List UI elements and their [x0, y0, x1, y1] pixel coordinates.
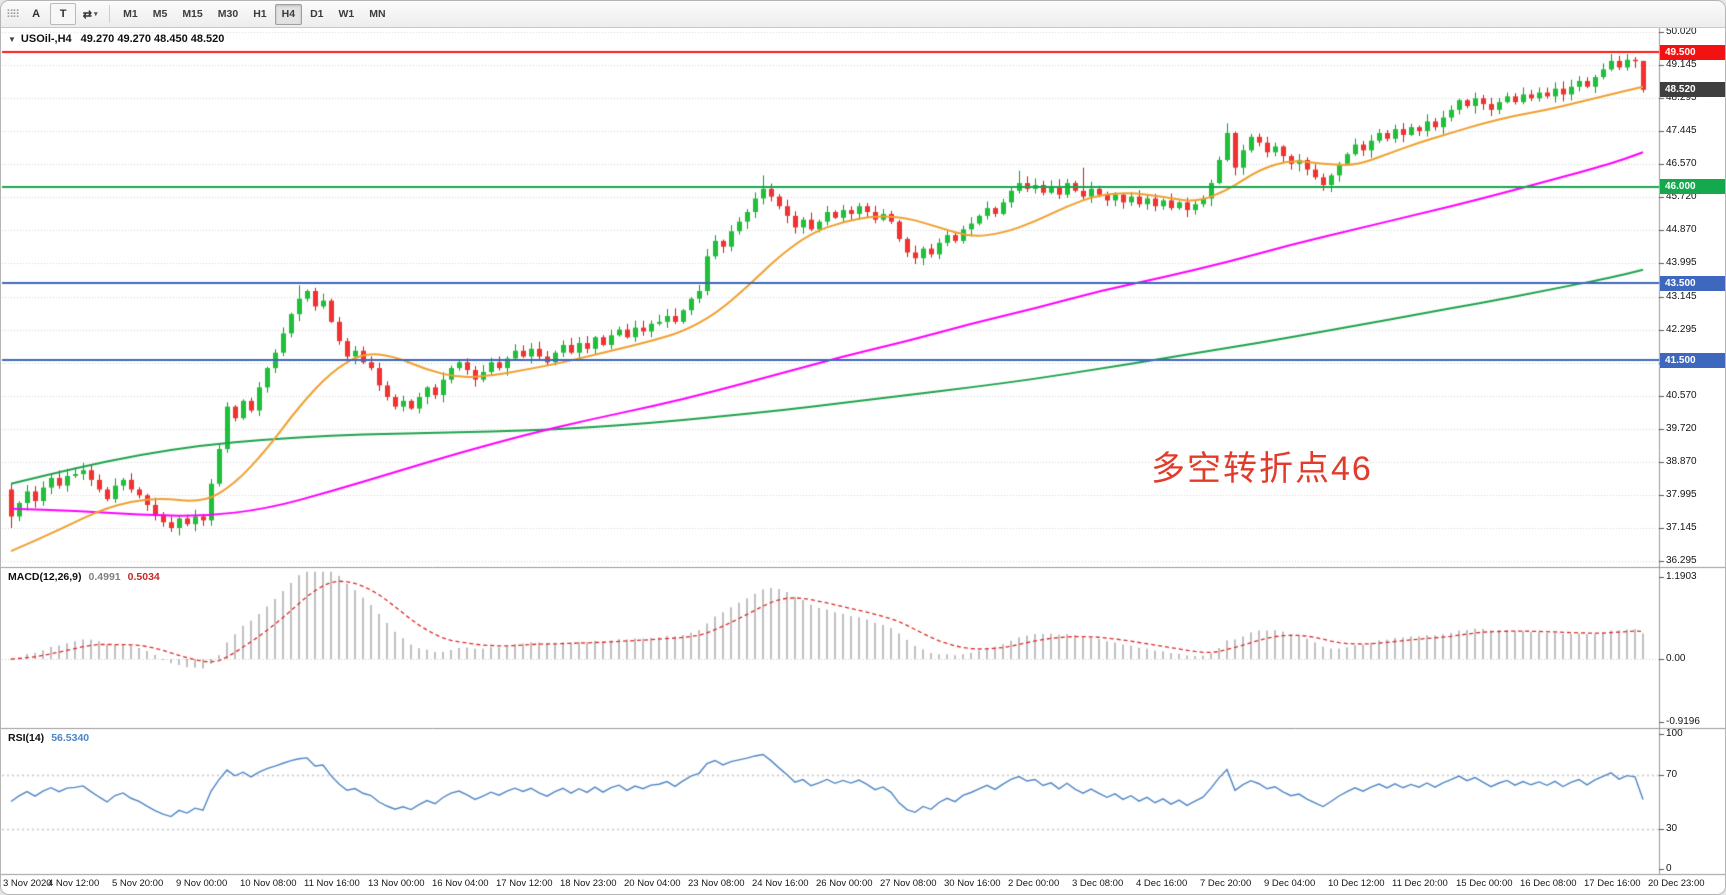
macd-axis-label: 0.00	[1666, 653, 1686, 664]
time-axis-label: 10 Dec 12:00	[1328, 878, 1385, 889]
time-axis-label: 18 Nov 23:00	[560, 878, 617, 889]
time-axis-label: 26 Nov 00:00	[816, 878, 873, 889]
price-axis-label: 47.445	[1666, 125, 1697, 137]
time-axis-label: 3 Nov 2020	[3, 878, 52, 889]
chart-text-annotation: 多空转折点46	[1151, 450, 1373, 488]
rsi-axis-label: 100	[1666, 728, 1683, 739]
price-axis-label: 45.720	[1666, 191, 1697, 203]
time-axis-label: 10 Nov 08:00	[240, 878, 297, 889]
timeframe-button-m1[interactable]: M1	[123, 8, 138, 20]
hline-price-badge: 41.500	[1660, 352, 1725, 368]
time-axis-label: 27 Nov 08:00	[880, 878, 937, 889]
macd-name: MACD(12,26,9)	[8, 571, 82, 583]
rsi-axis-label: 0	[1666, 863, 1672, 874]
timeframe-button-m30[interactable]: M30	[217, 8, 239, 20]
time-axis-label: 2 Dec 00:00	[1008, 878, 1060, 889]
time-axis-label: 17 Dec 16:00	[1584, 878, 1641, 889]
rsi-name: RSI(14)	[8, 732, 45, 744]
chart-ohlc-values: 49.270 49.270 48.450 48.520	[80, 33, 225, 45]
time-axis-label: 7 Dec 20:00	[1200, 878, 1252, 889]
macd-axis-label: -0.9196	[1666, 716, 1700, 727]
time-axis-label: 4 Dec 16:00	[1136, 878, 1188, 889]
macd-axis-label: 1.1903	[1666, 571, 1697, 582]
chart-toolbar: ⠿⠿ A T ⇄ ▾ M1 M5 M15 M30 H1 H4 D1 W1 MN	[1, 1, 1725, 28]
time-axis-label: 16 Dec 08:00	[1520, 878, 1577, 889]
time-axis-label: 23 Nov 08:00	[688, 878, 745, 889]
timeframe-button-m5[interactable]: M5	[152, 8, 168, 20]
timeframe-button-m15[interactable]: M15	[182, 8, 203, 20]
timeframe-button-d1[interactable]: D1	[310, 8, 324, 20]
dropdown-caret-icon: ▾	[93, 11, 98, 18]
hline-price-badge: 43.500	[1660, 275, 1725, 291]
price-axis-label: 39.720	[1666, 422, 1697, 434]
rsi-value: 56.5340	[51, 732, 90, 744]
rsi-indicator-label: RSI(14) 56.5340	[8, 732, 89, 744]
hline-price-badge: 49.500	[1660, 44, 1725, 60]
time-axis-label: 24 Nov 16:00	[752, 878, 809, 889]
time-axis-label: 15 Dec 00:00	[1456, 878, 1513, 889]
time-axis-label: 5 Nov 20:00	[112, 878, 164, 889]
time-axis-label: 9 Dec 04:00	[1264, 878, 1316, 889]
toolbar-separator	[109, 5, 111, 23]
time-axis-label: 16 Nov 04:00	[432, 878, 489, 889]
time-axis-label: 20 Dec 23:00	[1648, 878, 1705, 889]
price-axis-label: 42.295	[1666, 323, 1697, 335]
toolbar-drag-handle-icon[interactable]: ⠿⠿	[6, 8, 20, 21]
time-axis-label: 13 Nov 00:00	[368, 878, 425, 889]
price-axis-label: 43.995	[1666, 257, 1697, 269]
timeframe-button-h1[interactable]: H1	[253, 8, 267, 20]
macd-main-value: 0.4991	[88, 571, 121, 583]
time-axis-label: 3 Dec 08:00	[1072, 878, 1124, 889]
rsi-axis-label: 70	[1666, 768, 1678, 780]
price-axis-label: 48.295	[1666, 92, 1697, 104]
timeframe-button-w1[interactable]: W1	[338, 8, 355, 20]
time-axis-label: 17 Nov 12:00	[496, 878, 553, 889]
time-axis-label: 11 Dec 20:00	[1392, 878, 1448, 889]
hline-price-badge: 46.000	[1660, 179, 1725, 195]
chart-title: ▼ USOil-,H4 49.270 49.270 48.450 48.520	[8, 33, 224, 45]
current-price-badge: 48.520	[1660, 82, 1725, 98]
price-axis-label: 36.295	[1666, 555, 1697, 566]
time-axis-label: 9 Nov 00:00	[176, 878, 228, 889]
collapse-chart-icon[interactable]: ▼	[8, 35, 16, 44]
time-axis-label: 20 Nov 04:00	[624, 878, 681, 889]
price-axis-label: 37.995	[1666, 488, 1697, 500]
price-axis-label: 43.145	[1666, 290, 1697, 302]
price-axis-label: 50.020	[1666, 26, 1697, 37]
price-axis-label: 38.870	[1666, 455, 1697, 467]
cursor-mode-tool-icon[interactable]: ⇄ ▾	[82, 8, 98, 21]
rsi-axis-label: 30	[1666, 822, 1678, 834]
macd-signal-value: 0.5034	[127, 571, 160, 583]
price-axis-label: 37.145	[1666, 521, 1697, 533]
time-axis-label: 30 Nov 16:00	[944, 878, 1001, 889]
timeframe-button-mn[interactable]: MN	[369, 8, 386, 20]
text-tool-button[interactable]: T	[50, 3, 77, 25]
time-axis-label: 11 Nov 16:00	[304, 878, 360, 889]
macd-indicator-label: MACD(12,26,9) 0.4991 0.5034	[8, 571, 160, 583]
timeframe-button-h4[interactable]: H4	[274, 3, 303, 25]
chart-symbol-timeframe: USOil-,H4	[20, 33, 72, 45]
time-axis-label: 4 Nov 12:00	[48, 878, 100, 889]
price-axis-label: 44.870	[1666, 224, 1697, 236]
price-axis-label: 49.145	[1666, 59, 1697, 71]
price-axis-label: 46.570	[1666, 158, 1697, 170]
price-axis-label: 40.570	[1666, 389, 1697, 401]
annotation-tool-button[interactable]: A	[32, 8, 41, 20]
